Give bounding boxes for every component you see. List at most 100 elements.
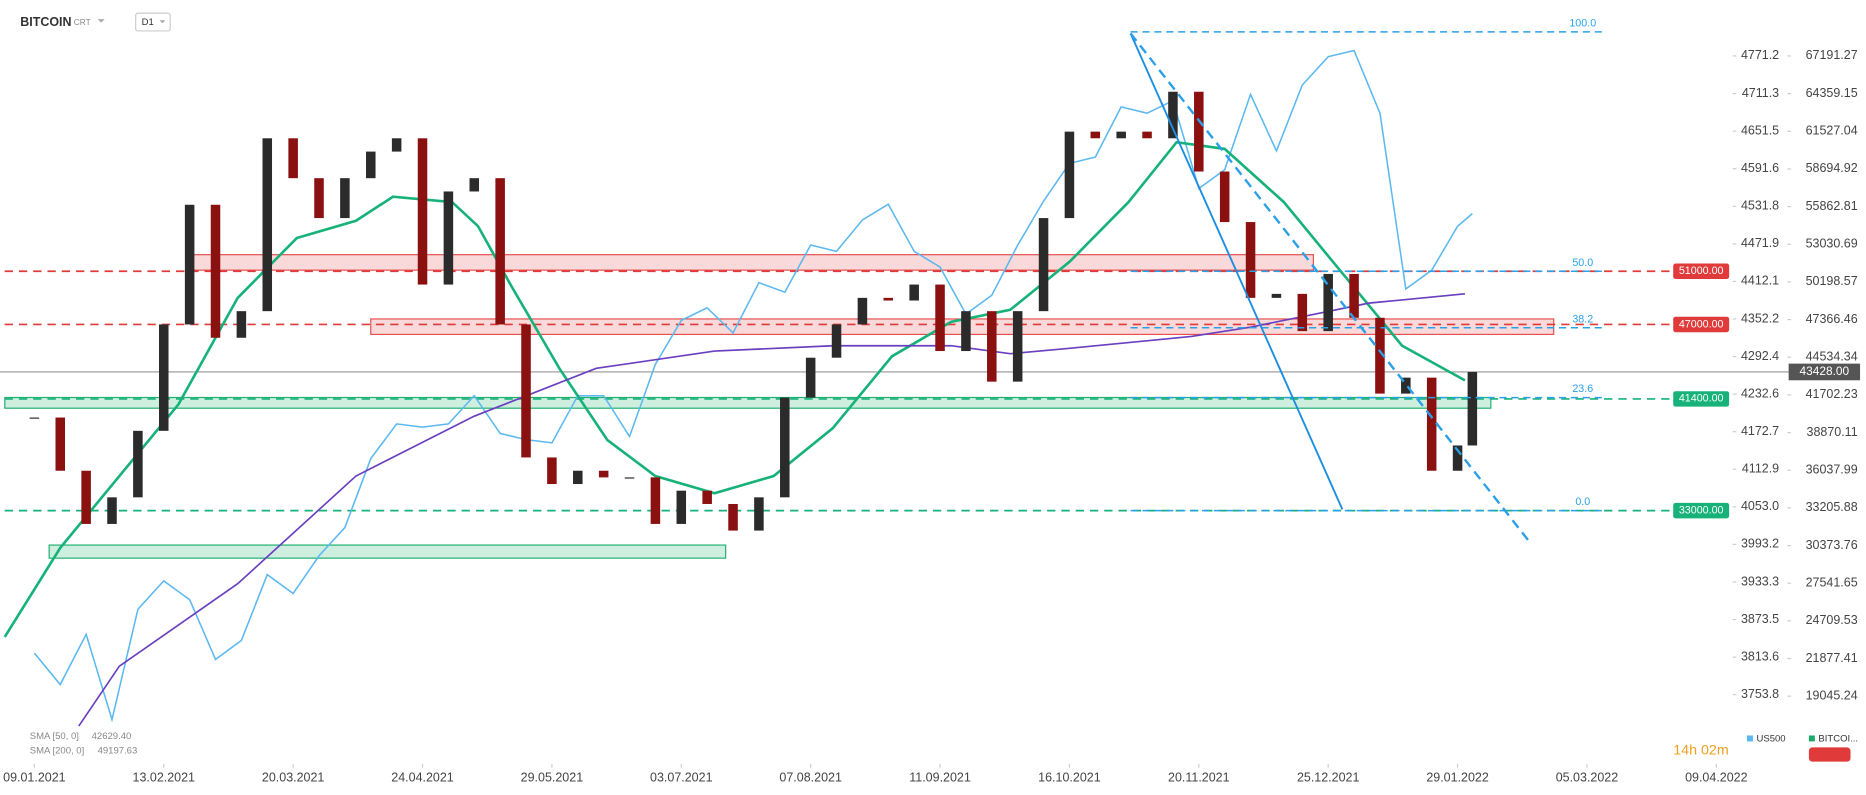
fib-label: 38.2: [1572, 313, 1593, 325]
y-tick-label: 3993.2: [1741, 537, 1779, 551]
sma-legend-value: 49197.63: [98, 745, 138, 756]
y-tick-label: 4711.3: [1742, 86, 1779, 100]
plot: 51000.00 47000.00 41400.00 33000.00 43428.00…: [0, 17, 1861, 785]
candle: [1219, 171, 1230, 223]
timer: 14h 02m: [1673, 743, 1729, 759]
candle: [1142, 131, 1152, 139]
y-tick-label: 4053.0: [1741, 499, 1779, 513]
source-label[interactable]: CRT: [74, 17, 91, 27]
candle: [1168, 91, 1178, 139]
level-label: 33000.00: [1679, 504, 1724, 516]
y-tick-label: 4591.6: [1741, 161, 1779, 175]
candle: [495, 178, 505, 325]
x-tick-label: 09.04.2022: [1685, 771, 1748, 785]
zone: [4, 396, 1492, 409]
candle: [547, 457, 557, 485]
y-tick-label: 4771.2: [1741, 48, 1779, 62]
y2-tick-label: 53030.69: [1806, 237, 1858, 251]
candle: [857, 297, 868, 325]
candle: [624, 477, 635, 479]
candle: [81, 470, 91, 524]
candle: [521, 324, 531, 458]
candle: [1116, 131, 1126, 139]
candle: [210, 204, 221, 338]
y-tick-label: 3813.6: [1741, 649, 1779, 663]
close-button[interactable]: [1808, 747, 1851, 762]
legend-swatch: [1746, 735, 1753, 742]
x-tick-label: 05.03.2022: [1556, 771, 1619, 785]
x-tick-label: 20.11.2021: [1168, 771, 1230, 785]
x-tick-label: 09.01.2021: [3, 771, 66, 785]
y2-tick-label: 67191.27: [1806, 48, 1858, 62]
candle: [1467, 371, 1478, 446]
y2-tick-label: 21877.41: [1806, 651, 1858, 665]
level-badge: [1673, 263, 1730, 280]
candle: [1323, 273, 1333, 332]
y-tick-label: 4112.9: [1742, 462, 1779, 476]
legend-swatch: [1808, 735, 1815, 742]
y-tick-label: 4651.5: [1741, 123, 1779, 137]
level-label: 51000.00: [1679, 265, 1724, 277]
candle: [831, 324, 842, 358]
fib-label: 0.0: [1575, 496, 1590, 508]
y-tick-label: 4292.4: [1741, 349, 1779, 363]
y2-tick-label: 61527.04: [1806, 124, 1858, 138]
candle: [676, 490, 687, 524]
level-badge: [1673, 316, 1730, 333]
candle: [598, 470, 609, 478]
candle: [1401, 377, 1411, 394]
level-label: 41400.00: [1679, 393, 1724, 405]
candle: [55, 417, 66, 471]
timeframe[interactable]: D1: [142, 17, 154, 28]
legend-label[interactable]: BITCOI...: [1818, 734, 1858, 745]
sma-legend-name: SMA [50, 0]: [30, 731, 79, 742]
current-price-label: 43428.00: [1800, 364, 1850, 378]
candle: [650, 477, 661, 524]
level-badge: [1673, 502, 1730, 519]
candle: [1090, 131, 1101, 139]
y-tick-label: 4232.6: [1741, 386, 1779, 400]
timeframe-box[interactable]: [135, 12, 171, 32]
candle: [987, 311, 997, 382]
candle: [340, 178, 350, 219]
y2-tick-label: 19045.24: [1806, 688, 1858, 702]
candle: [443, 191, 454, 285]
y2-tick-label: 33205.88: [1806, 500, 1858, 514]
candle: [702, 490, 712, 504]
fib-label: 50.0: [1572, 257, 1593, 269]
candle: [236, 311, 247, 338]
candle: [469, 178, 480, 192]
candle: [1297, 293, 1308, 332]
trendline: [1129, 32, 1344, 510]
candle: [961, 311, 971, 352]
y2-tick-label: 38870.11: [1807, 425, 1858, 439]
symbol-title: BITCOIN: [20, 15, 71, 29]
y-tick-label: 4352.2: [1741, 311, 1779, 325]
y2-tick-label: 64359.15: [1806, 86, 1858, 100]
dropdown-arrow: [159, 20, 166, 24]
candle: [184, 204, 195, 325]
sma-legend-name: SMA [200, 0]: [30, 745, 84, 756]
y2-tick-label: 24709.53: [1806, 613, 1858, 627]
y2-tick-label: 27541.65: [1806, 576, 1858, 590]
y-tick-label: 3933.3: [1741, 574, 1779, 588]
x-tick-label: 07.08.2021: [779, 771, 842, 785]
zone: [48, 544, 727, 559]
y2-tick-label: 30373.76: [1806, 538, 1858, 552]
candle: [391, 138, 402, 152]
y2-tick-label: 44534.34: [1806, 350, 1858, 364]
candle: [366, 151, 376, 179]
candle: [133, 430, 143, 498]
x-tick-label: 03.07.2021: [650, 771, 713, 785]
y-tick-label: 4531.8: [1741, 199, 1779, 213]
legend-label[interactable]: US500: [1757, 734, 1786, 745]
x-tick-label: 29.05.2021: [521, 771, 584, 785]
level-badge: [1673, 391, 1730, 407]
y2-tick-label: 41702.23: [1806, 387, 1858, 401]
sma-line: [78, 293, 1466, 727]
candle: [780, 397, 790, 498]
candle: [935, 284, 945, 352]
y-tick-label: 4172.7: [1741, 424, 1779, 438]
candle: [107, 497, 117, 524]
candle: [158, 324, 169, 431]
